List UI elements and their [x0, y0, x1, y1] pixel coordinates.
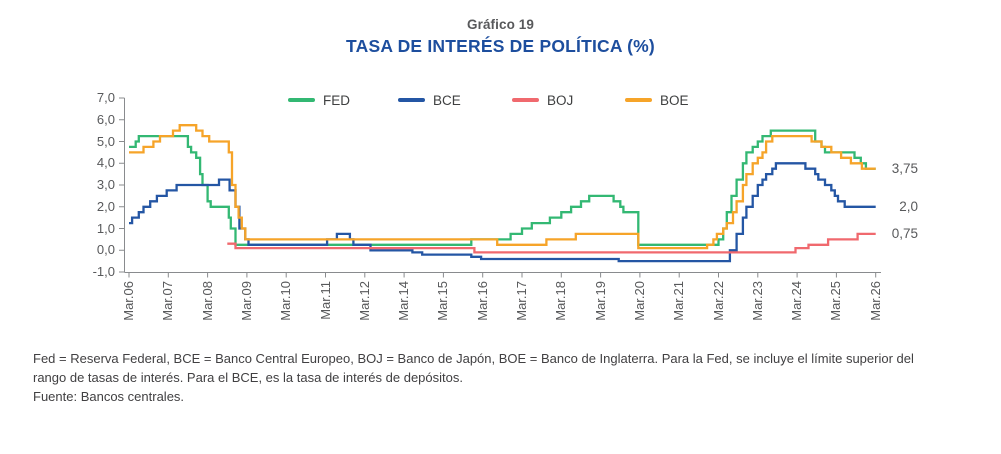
x-tick-label: Mar.18 — [553, 281, 569, 321]
x-tick-label: Mar.07 — [160, 281, 176, 321]
y-tick-label: 7,0 — [96, 90, 115, 105]
x-tick-label: Mar.08 — [199, 281, 215, 321]
end-label: 3,75 — [891, 160, 918, 176]
legend-item-boj: BOJ — [512, 92, 573, 108]
x-tick-label: Mar.10 — [278, 281, 294, 321]
legend-label: BOJ — [547, 93, 574, 109]
x-tick-label: Mar.25 — [828, 281, 844, 321]
legend-label: FED — [323, 93, 350, 109]
y-tick-label: 2,0 — [96, 198, 115, 214]
chart-title: TASA DE INTERÉS DE POLÍTICA (%) — [346, 36, 655, 56]
x-tick-label: Mar.17 — [514, 281, 529, 321]
x-tick-label: Mar.11 — [317, 281, 333, 320]
x-tick-label: Mar.24 — [789, 281, 805, 321]
x-tick-label: Mar.21 — [671, 281, 687, 321]
footnote-line-1: Fed = Reserva Federal, BCE = Banco Centr… — [33, 351, 914, 366]
y-tick-label: 0,0 — [96, 242, 115, 258]
series-line-boj — [227, 232, 876, 254]
x-tick-label: Mar.16 — [474, 281, 490, 321]
y-tick-label: 1,0 — [96, 220, 115, 236]
legend-label: BOE — [660, 93, 689, 109]
legend-swatch-boe — [625, 97, 652, 102]
end-label: 0,75 — [891, 225, 918, 241]
x-tick-label: Mar.26 — [867, 281, 883, 321]
legend-swatch-bce — [398, 97, 425, 102]
y-tick-label: 4,0 — [96, 155, 115, 171]
legend-item-boe: BOE — [625, 92, 689, 108]
x-tick-label: Mar.12 — [356, 281, 372, 321]
x-tick-label: Mar.22 — [710, 281, 726, 321]
x-tick-label: Mar.15 — [435, 281, 451, 321]
x-tick-label: Mar.23 — [749, 281, 765, 321]
series-line-bce — [129, 162, 876, 263]
x-tick-label: Mar.14 — [396, 281, 412, 321]
source-line: Fuente: Bancos centrales. — [33, 389, 185, 404]
x-tick-label: Mar.19 — [592, 281, 608, 321]
legend-item-fed: FED — [288, 92, 350, 108]
x-tick-label: Mar.09 — [238, 281, 254, 321]
end-label: 2,0 — [899, 198, 918, 214]
x-tick-label: Mar.06 — [121, 281, 136, 321]
legend-label: BCE — [433, 93, 461, 109]
legend-swatch-fed — [288, 97, 315, 102]
footnotes: Fed = Reserva Federal, BCE = Banco Centr… — [33, 349, 983, 406]
legend-swatch-boj — [512, 97, 539, 102]
y-tick-label: 3,0 — [96, 177, 115, 192]
y-tick-label: 6,0 — [96, 111, 115, 127]
figure-number: Gráfico 19 — [466, 17, 535, 32]
x-tick-label: Mar.20 — [631, 281, 647, 321]
legend-item-bce: BCE — [398, 92, 461, 108]
y-tick-label: -1,0 — [92, 264, 115, 279]
y-tick-label: 5,0 — [96, 133, 115, 149]
footnote-line-2: rango de tasas de interés. Para el BCE, … — [33, 370, 463, 385]
series-line-boe — [129, 124, 876, 250]
